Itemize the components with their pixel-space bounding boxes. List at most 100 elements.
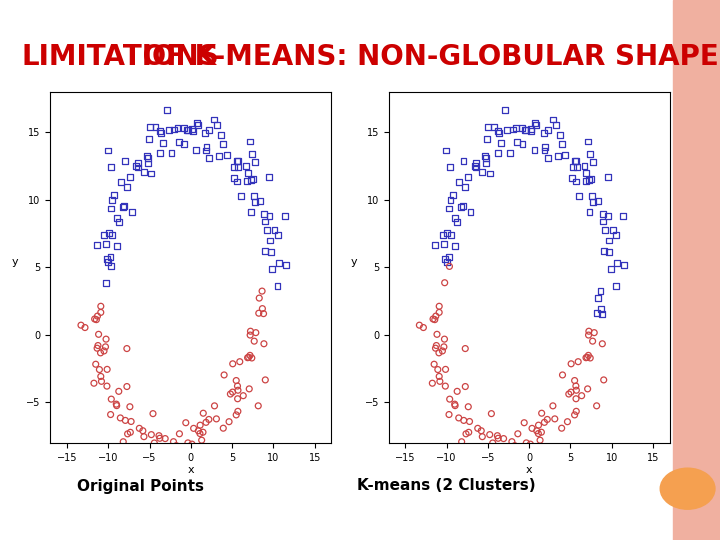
Point <box>143 135 155 144</box>
Point <box>439 279 451 287</box>
Point <box>145 430 157 439</box>
Point <box>120 157 131 165</box>
Point <box>254 197 266 206</box>
Point <box>258 217 270 226</box>
Point <box>103 228 114 237</box>
Point <box>253 402 264 410</box>
Point <box>91 344 103 353</box>
Point <box>94 365 105 374</box>
Point <box>246 207 257 216</box>
Point <box>565 388 577 396</box>
Point <box>533 429 544 438</box>
Point <box>482 135 493 144</box>
Point <box>120 416 131 425</box>
Point <box>138 433 150 441</box>
Point <box>444 262 455 271</box>
Point <box>117 437 129 446</box>
Point <box>534 436 546 444</box>
Point <box>426 379 438 388</box>
Point <box>509 441 521 450</box>
Point <box>454 178 465 187</box>
Point <box>458 157 469 165</box>
Point <box>155 129 166 138</box>
Y-axis label: y: y <box>12 257 19 267</box>
Point <box>542 153 554 162</box>
Point <box>218 370 230 379</box>
Point <box>433 372 445 381</box>
Point <box>583 176 595 184</box>
Point <box>444 252 455 261</box>
Point <box>212 121 223 130</box>
Point <box>144 443 156 451</box>
Point <box>105 410 117 419</box>
Point <box>159 434 171 443</box>
Point <box>433 308 445 317</box>
Point <box>203 415 215 424</box>
Point <box>542 126 554 134</box>
Point <box>521 125 532 134</box>
Point <box>190 145 202 154</box>
Point <box>228 174 240 183</box>
Point <box>137 427 148 435</box>
Point <box>269 226 280 234</box>
Point <box>611 231 622 240</box>
Point <box>557 370 568 379</box>
Point <box>179 450 190 458</box>
Point <box>232 407 243 416</box>
Point <box>142 159 153 168</box>
Point <box>459 183 471 192</box>
Point <box>200 146 212 155</box>
Point <box>105 262 117 271</box>
Point <box>138 167 150 176</box>
Point <box>570 177 582 186</box>
Point <box>231 157 243 165</box>
Point <box>209 115 220 124</box>
Point <box>249 198 261 206</box>
Point <box>154 434 166 443</box>
Point <box>194 429 206 438</box>
Point <box>248 192 260 200</box>
Point <box>449 241 461 250</box>
Point <box>247 174 258 183</box>
Point <box>273 259 284 268</box>
Point <box>569 410 580 419</box>
Point <box>109 191 120 199</box>
Point <box>429 315 441 324</box>
Point <box>230 376 242 385</box>
Point <box>182 125 194 134</box>
Point <box>588 198 599 206</box>
Point <box>93 330 104 339</box>
Point <box>492 126 504 135</box>
Point <box>465 208 477 217</box>
Point <box>200 418 212 427</box>
Point <box>445 195 456 204</box>
Point <box>191 119 202 127</box>
Point <box>161 106 173 114</box>
Point <box>132 163 143 172</box>
Point <box>204 153 215 162</box>
Point <box>150 123 161 131</box>
Point <box>536 409 547 417</box>
Point <box>211 415 222 423</box>
Point <box>464 417 475 426</box>
Point <box>90 360 102 369</box>
Point <box>127 208 138 217</box>
Point <box>463 173 474 181</box>
Point <box>506 437 518 446</box>
Point <box>565 360 577 368</box>
Point <box>256 305 268 313</box>
Point <box>563 390 575 399</box>
Point <box>148 438 160 447</box>
Point <box>449 401 461 410</box>
Point <box>271 282 283 291</box>
Point <box>531 427 542 435</box>
Point <box>580 176 591 185</box>
Point <box>115 178 127 187</box>
Point <box>179 140 190 149</box>
Point <box>507 125 518 134</box>
Point <box>260 247 271 255</box>
Point <box>518 448 529 457</box>
Point <box>595 287 606 295</box>
Point <box>570 157 581 165</box>
Point <box>113 387 125 396</box>
